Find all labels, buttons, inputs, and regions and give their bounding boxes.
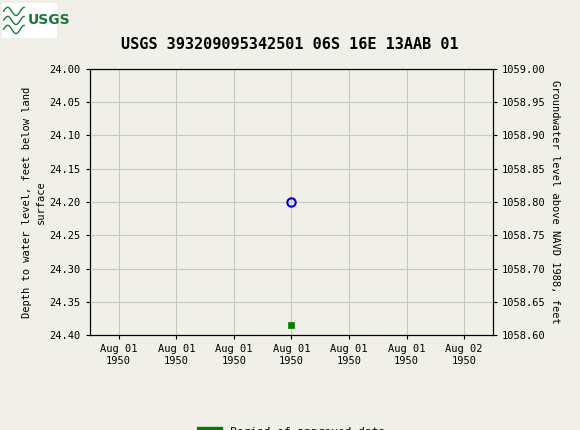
Y-axis label: Depth to water level, feet below land
surface: Depth to water level, feet below land su… xyxy=(22,86,45,318)
Text: USGS: USGS xyxy=(28,13,70,28)
Text: USGS 393209095342501 06S 16E 13AAB 01: USGS 393209095342501 06S 16E 13AAB 01 xyxy=(121,37,459,52)
Y-axis label: Groundwater level above NAVD 1988, feet: Groundwater level above NAVD 1988, feet xyxy=(550,80,560,324)
Legend: Period of approved data: Period of approved data xyxy=(193,423,390,430)
FancyBboxPatch shape xyxy=(2,3,57,37)
